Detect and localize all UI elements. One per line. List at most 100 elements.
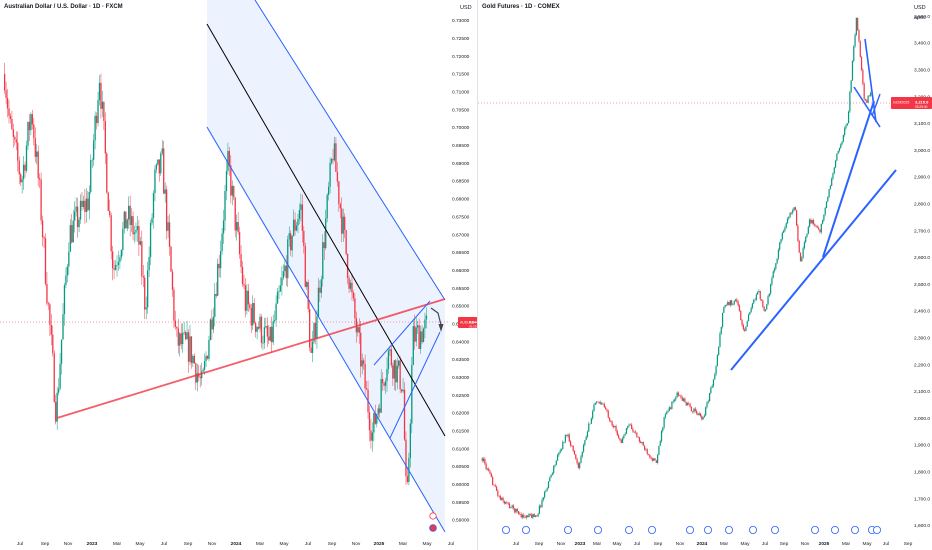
audusd-chart-pane[interactable]: 0.73000 0.72500 0.72000 0.71500 0.71000 0.705… xyxy=(0,0,478,550)
gold-candle-body xyxy=(760,299,763,301)
gold-candle-body xyxy=(725,304,728,306)
audusd-chart-canvas[interactable]: 0.73000 0.72500 0.72000 0.71500 0.71000 0.705… xyxy=(0,0,478,550)
gold-candle-body xyxy=(673,399,676,402)
gold-candle-body xyxy=(849,92,851,112)
gold-candle-body xyxy=(531,514,533,518)
gold-event-marker xyxy=(594,526,603,535)
gold-candle-body xyxy=(510,507,512,508)
gold-chart-canvas[interactable]: 3,500.03,400.03,300.03,200.03,100.03,000… xyxy=(478,0,932,550)
gold-candle-body xyxy=(514,508,516,513)
audusd-candle-body xyxy=(43,237,45,239)
audusd-candle-body xyxy=(129,205,131,225)
audusd-candle-body xyxy=(49,304,51,325)
gold-candle-body xyxy=(650,457,652,459)
audusd-candle-body xyxy=(393,360,395,379)
gold-candle-body xyxy=(731,300,733,305)
audusd-candle-body xyxy=(314,323,317,339)
gold-candle-body xyxy=(646,449,648,454)
audusd-candle-body xyxy=(28,121,31,131)
gold-x-tick-label: Jul xyxy=(513,541,519,547)
audusd-candle-body xyxy=(21,179,23,183)
audusd-candle-body xyxy=(5,90,7,98)
audusd-candle-body xyxy=(62,314,64,340)
gold-candle-body xyxy=(868,95,870,97)
gold-candle-body xyxy=(657,454,659,463)
gold-candle-body xyxy=(810,219,812,224)
audusd-candle-body xyxy=(380,379,382,413)
gold-candle-body xyxy=(602,403,604,405)
gold-y-tick-label: 2,800.0 xyxy=(914,201,930,207)
audusd-x-tick-label: Jul xyxy=(17,541,23,547)
gold-candle-body xyxy=(618,435,620,439)
gold-candle-body xyxy=(642,442,644,446)
gold-candle-body xyxy=(841,141,843,145)
audusd-candle-body xyxy=(95,115,98,124)
gold-candle-body xyxy=(606,409,608,412)
gold-price-tag-symbol: GCM2025 xyxy=(893,101,909,105)
audusd-candle-body xyxy=(36,151,38,157)
gold-triangle-lower xyxy=(853,86,881,128)
gold-candle-body xyxy=(576,458,578,464)
gold-candle-body xyxy=(616,430,618,436)
gold-candle-body xyxy=(802,248,804,258)
gold-long-trendline xyxy=(730,169,897,371)
gold-candle-body xyxy=(492,477,494,485)
audusd-candle-body xyxy=(3,73,6,91)
gold-candle-body xyxy=(586,431,589,437)
gold-candle-body xyxy=(536,515,538,517)
gold-candle-body xyxy=(816,226,819,228)
gold-candle-body xyxy=(538,505,541,514)
audusd-candle-body xyxy=(406,476,409,482)
audusd-candle-body xyxy=(290,233,292,251)
gold-x-tick-label: May xyxy=(740,541,750,547)
gold-candle-body xyxy=(758,291,760,292)
audusd-candle-body xyxy=(266,326,268,337)
gold-candle-body xyxy=(701,416,703,420)
gold-candle-body xyxy=(851,60,854,81)
pane-divider[interactable] xyxy=(477,0,478,550)
audusd-candle-body xyxy=(104,120,106,154)
audusd-candle-body xyxy=(157,159,159,165)
gold-chart-pane[interactable]: 3,500.03,400.03,300.03,200.03,100.03,000… xyxy=(478,0,932,550)
audusd-candle-body xyxy=(146,270,149,308)
gold-candle-body xyxy=(620,440,622,444)
gold-candle-body xyxy=(798,240,800,253)
audusd-candle-body xyxy=(189,336,191,362)
gold-candle-body xyxy=(742,324,744,330)
audusd-channel-midline xyxy=(206,23,446,437)
audusd-candle-body xyxy=(415,327,417,342)
audusd-candle-body xyxy=(268,336,270,341)
audusd-y-tick-label: 0.60000 xyxy=(452,482,470,488)
audusd-candle-body xyxy=(74,211,76,221)
gold-x-tick-label: Nov xyxy=(557,541,566,547)
gold-candle-body xyxy=(831,178,833,186)
audusd-candle-body xyxy=(373,413,375,433)
audusd-candle-body xyxy=(364,363,366,389)
gold-candle-body xyxy=(698,413,700,416)
audusd-candle-body xyxy=(79,200,82,220)
gold-candle-body xyxy=(482,458,485,461)
gold-candle-body xyxy=(573,450,576,455)
gold-candle-body xyxy=(679,395,681,397)
audusd-candle-body xyxy=(152,192,155,218)
gold-y-tick-label: 1,600.0 xyxy=(914,523,930,529)
gold-candle-body xyxy=(670,407,672,409)
audusd-price-tag-value: 0.64409 xyxy=(469,321,478,325)
audusd-candle-body xyxy=(195,363,197,383)
audusd-candle-body xyxy=(411,365,413,424)
audusd-candle-body xyxy=(20,174,22,183)
audusd-candle-body xyxy=(320,279,322,293)
gold-candle-body xyxy=(664,414,667,418)
gold-candle-body xyxy=(523,514,525,518)
audusd-candle-body xyxy=(186,332,188,340)
audusd-candle-body xyxy=(241,266,244,285)
gold-candle-body xyxy=(757,291,759,295)
gold-candle-body xyxy=(785,223,787,228)
audusd-candle-body xyxy=(370,430,372,441)
gold-candle-body xyxy=(658,445,660,455)
gold-candle-body xyxy=(771,277,773,285)
audusd-candle-body xyxy=(260,316,263,344)
audusd-candle-body xyxy=(174,320,177,327)
audusd-candle-body xyxy=(94,115,96,141)
